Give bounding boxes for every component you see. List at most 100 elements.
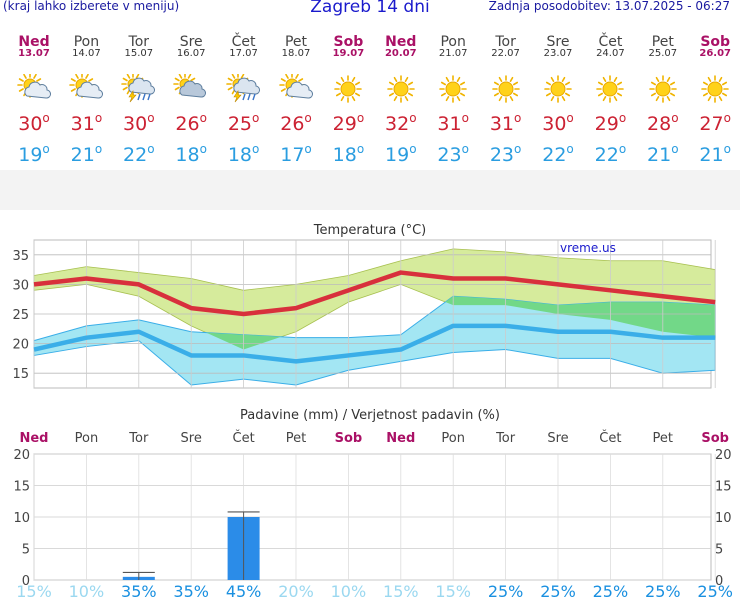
precipitation-day-label: Tor (128, 431, 149, 446)
cloudy-icon (173, 74, 207, 98)
day-date: 23.07 (543, 48, 573, 59)
temperature-tick-label: 25 (12, 308, 29, 323)
day-name: Sre (179, 34, 203, 50)
temperature-chart-title: Temperatura (°C) (313, 223, 426, 238)
day-date: 16.07 (176, 48, 206, 59)
min-temperature: 19o (18, 142, 50, 166)
max-temperature: 27o (699, 111, 731, 135)
day-date: 20.07 (384, 48, 417, 59)
max-temperature: 32o (385, 111, 417, 135)
sun-icon (544, 75, 572, 103)
thunderstorm-icon (120, 74, 155, 103)
precipitation-tick-right: 5 (715, 543, 723, 558)
min-temperature: 22o (594, 142, 627, 166)
day-date: 19.07 (332, 48, 365, 59)
partly-cloudy-icon (69, 74, 104, 99)
precipitation-probability: 35% (121, 582, 157, 600)
day-date: 15.07 (124, 48, 154, 59)
day-name: Pon (73, 34, 100, 50)
min-temperature: 22o (123, 142, 155, 166)
last-update-label: Zadnja posodobitev: 13.07.2025 - 06:27 (488, 0, 730, 13)
sun-icon (386, 75, 415, 103)
sun-icon (439, 75, 467, 103)
precipitation-error-bar (227, 511, 260, 580)
watermark: vreme.us (560, 241, 616, 255)
temperature-tick-label: 30 (12, 278, 29, 293)
precipitation-chart-title: Padavine (mm) / Verjetnost padavin (%) (240, 408, 500, 423)
max-temperature: 29o (332, 111, 365, 135)
precipitation-probability: 15% (383, 582, 419, 600)
sun-icon (491, 75, 520, 103)
day-date: 25.07 (648, 48, 678, 59)
max-temperature: 26o (175, 111, 207, 135)
precipitation-day-label: Pet (653, 431, 673, 446)
min-temperature: 23o (437, 142, 469, 166)
temperature-tick-label: 20 (12, 338, 29, 353)
location-menu-hint[interactable]: (kraj lahko izberete v meniju) (3, 0, 180, 13)
max-temperature: 31o (70, 111, 103, 135)
max-temperature: 30o (542, 111, 574, 135)
day-date: 14.07 (72, 48, 101, 59)
min-temperature: 18o (227, 142, 260, 166)
page-title: Zagreb 14 dni (310, 0, 430, 17)
day-name: Sre (546, 34, 570, 50)
max-temperature: 30o (18, 111, 50, 135)
min-temperature: 21o (647, 142, 679, 166)
day-date: 21.07 (438, 48, 468, 59)
precipitation-day-label: Tor (495, 431, 516, 446)
max-temperature: 31o (489, 111, 522, 135)
day-name: Pet (284, 34, 308, 50)
day-date: 24.07 (596, 48, 625, 59)
min-temperature: 18o (175, 142, 207, 166)
day-date: 17.07 (229, 48, 258, 59)
precipitation-probability: 25% (488, 582, 524, 600)
max-temperature: 29o (594, 111, 627, 135)
precipitation-probability: 35% (173, 582, 209, 600)
partly-cloudy-icon (279, 74, 313, 99)
precipitation-day-label: Pon (75, 431, 99, 446)
day-name: Sob (700, 34, 731, 50)
temperature-tick-label: 35 (12, 249, 29, 264)
day-name: Pet (651, 34, 674, 50)
min-temperature: 23o (489, 142, 522, 166)
precipitation-day-label: Ned (19, 431, 48, 446)
day-name: Čet (598, 34, 623, 50)
day-name: Tor (495, 34, 516, 50)
precipitation-probability: 15% (435, 582, 471, 600)
max-temperature: 26o (280, 111, 312, 135)
sun-icon (596, 75, 625, 103)
partly-cloudy-icon (17, 74, 51, 99)
precipitation-probability: 25% (593, 582, 629, 600)
precipitation-tick-left: 10 (13, 511, 30, 526)
precipitation-tick-left: 5 (22, 543, 30, 558)
min-temperature: 18o (332, 142, 365, 166)
precipitation-probability: 20% (278, 582, 314, 600)
precipitation-day-label: Sob (335, 431, 363, 446)
min-temperature: 21o (699, 142, 731, 166)
max-temperature: 30o (123, 111, 155, 135)
min-temperature-line (33, 323, 716, 364)
day-name: Tor (128, 34, 150, 50)
day-date: 18.07 (281, 48, 311, 59)
section-divider (0, 170, 740, 210)
min-temperature: 21o (70, 142, 103, 166)
day-name: Čet (231, 34, 256, 50)
precipitation-day-label: Sob (701, 431, 729, 446)
precipitation-day-label: Pet (286, 431, 306, 446)
precipitation-tick-left: 0 (22, 574, 30, 589)
precipitation-day-label: Sre (547, 431, 568, 446)
max-temperature-line (33, 270, 716, 317)
precipitation-day-label: Ned (386, 431, 415, 446)
precipitation-day-label: Pon (441, 431, 465, 446)
precipitation-tick-left: 20 (13, 448, 30, 463)
sun-icon (334, 75, 363, 103)
precipitation-probability: 25% (697, 582, 733, 600)
precipitation-chart: Padavine (mm) / Verjetnost padavin (%) Ne… (13, 408, 733, 600)
precipitation-tick-right: 15 (715, 480, 732, 495)
precipitation-probability: 25% (645, 582, 681, 600)
precipitation-probability: 15% (16, 582, 52, 600)
precipitation-probability: 25% (540, 582, 576, 600)
max-temperature: 31o (437, 111, 469, 135)
min-temperature: 22o (542, 142, 574, 166)
precipitation-error-bar (122, 571, 155, 580)
